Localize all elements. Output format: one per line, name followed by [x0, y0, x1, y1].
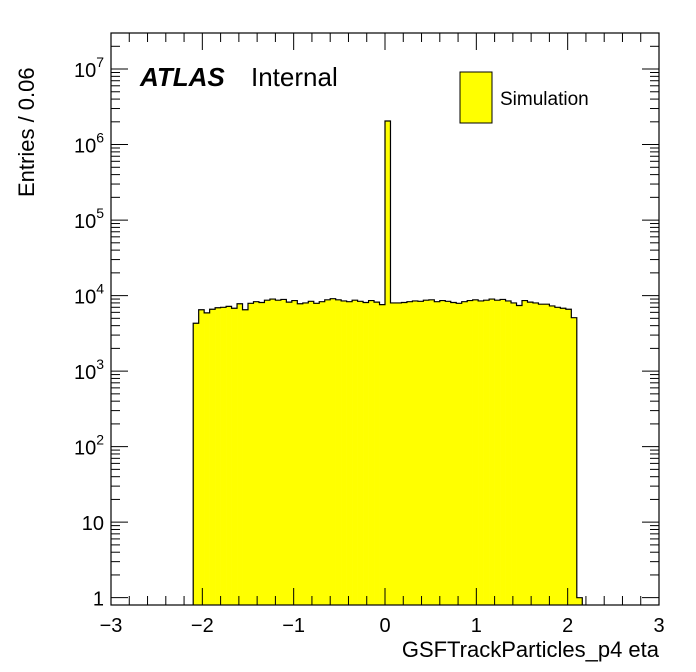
histogram-bin — [280, 299, 287, 605]
y-axis-title: Entries / 0.06 — [14, 67, 39, 197]
histogram-bin — [450, 302, 457, 605]
histogram-bin — [319, 301, 326, 605]
internal-label: Internal — [251, 62, 338, 92]
x-tick-label: −2 — [191, 615, 214, 637]
histogram-bin — [538, 304, 545, 605]
histogram-bin — [215, 307, 221, 605]
histogram-bin — [193, 323, 199, 605]
histogram-bin — [532, 302, 539, 605]
y-tick-label: 102 — [74, 432, 104, 460]
y-tick-label: 10 — [82, 513, 104, 535]
histogram-bin — [483, 300, 490, 605]
histogram-bin — [565, 309, 572, 605]
histogram-bin — [335, 299, 342, 605]
histogram-bin — [489, 299, 495, 605]
histogram-bin — [352, 300, 358, 605]
histogram-bin — [549, 305, 556, 605]
histogram-bin — [571, 317, 578, 605]
histogram-bin — [269, 299, 276, 605]
histogram-bin — [401, 302, 408, 605]
x-tick-label: −3 — [100, 615, 123, 637]
histogram-bin — [231, 308, 238, 605]
histogram-bin — [428, 299, 435, 605]
histogram-bin — [467, 300, 473, 605]
y-tick-label: 104 — [74, 281, 104, 309]
histogram-bin — [445, 301, 452, 605]
y-tick-label: 1 — [93, 589, 104, 611]
histogram-bin — [516, 305, 523, 605]
histogram-bin — [286, 302, 293, 605]
histogram-bin — [324, 299, 331, 605]
histogram-outline — [192, 120, 583, 605]
histogram-bin — [379, 304, 386, 605]
histogram-bin — [576, 597, 583, 605]
histogram-bin — [357, 301, 364, 605]
y-tick-label: 105 — [74, 205, 104, 233]
y-tick-labels: 1 10 102 103 104 105 106 107 — [74, 54, 104, 611]
histogram-bin — [237, 303, 243, 605]
atlas-label: ATLAS — [139, 62, 225, 92]
histogram-bin — [461, 301, 468, 605]
axis-ticks — [110, 32, 660, 605]
histogram-bin — [242, 309, 249, 605]
histogram-bin — [390, 302, 397, 605]
histogram-bin — [554, 307, 561, 605]
histogram-bin — [226, 306, 232, 605]
histogram-bin — [302, 302, 309, 605]
histogram-bin — [209, 309, 216, 605]
histogram-bin — [368, 300, 375, 605]
x-tick-label: 1 — [471, 615, 482, 637]
y-tick-label: 103 — [74, 356, 104, 384]
histogram-bin — [253, 301, 260, 605]
histogram-bin — [385, 121, 391, 606]
histogram-bin — [472, 299, 479, 605]
legend-label: Simulation — [500, 89, 589, 110]
histogram-bin — [275, 300, 282, 605]
histogram-bin — [494, 300, 501, 605]
y-tick-label: 106 — [74, 130, 104, 158]
histogram-bin — [341, 300, 347, 605]
x-tick-label: 2 — [562, 615, 573, 637]
histogram-bin — [412, 300, 419, 605]
histogram-bin — [297, 303, 304, 605]
histogram-bin — [291, 300, 298, 605]
histogram-bin — [248, 303, 254, 605]
histogram-bin — [423, 300, 430, 605]
x-tick-labels: −3 −2 −1 0 1 2 3 — [100, 615, 665, 637]
histogram-bin — [220, 307, 227, 605]
histogram-bin — [258, 302, 265, 605]
histogram-bin — [374, 302, 380, 605]
histogram-bin — [346, 301, 353, 605]
histogram-bin — [330, 298, 336, 605]
x-tick-label: 0 — [379, 615, 390, 637]
y-tick-label: 107 — [74, 54, 104, 82]
histogram-bin — [308, 301, 315, 605]
histogram-bin — [313, 303, 320, 605]
histogram-bin — [522, 300, 528, 605]
x-tick-label: 3 — [653, 615, 664, 637]
histogram-bin — [560, 308, 567, 605]
histogram-bin — [456, 303, 463, 605]
histogram-bin — [434, 301, 441, 605]
histogram-bin — [500, 299, 506, 605]
legend: Simulation — [459, 71, 589, 124]
histogram-bin — [439, 300, 446, 605]
histogram-bin — [363, 302, 369, 605]
histogram-bin — [395, 302, 402, 605]
x-axis-title: GSFTrackParticles_p4 eta — [402, 637, 660, 662]
histogram-bin — [406, 301, 413, 605]
legend-swatch — [459, 71, 493, 124]
histogram-bin — [204, 312, 210, 605]
histogram-bin — [417, 301, 424, 605]
histogram-bin — [543, 304, 550, 605]
histogram-bars — [193, 121, 583, 606]
histogram-bin — [264, 300, 271, 605]
histogram-bin — [505, 300, 512, 605]
x-tick-label: −1 — [282, 615, 305, 637]
histogram-bin — [478, 300, 484, 605]
histogram-bin — [198, 309, 205, 605]
histogram-bin — [527, 302, 534, 605]
histogram-bin — [511, 302, 517, 605]
